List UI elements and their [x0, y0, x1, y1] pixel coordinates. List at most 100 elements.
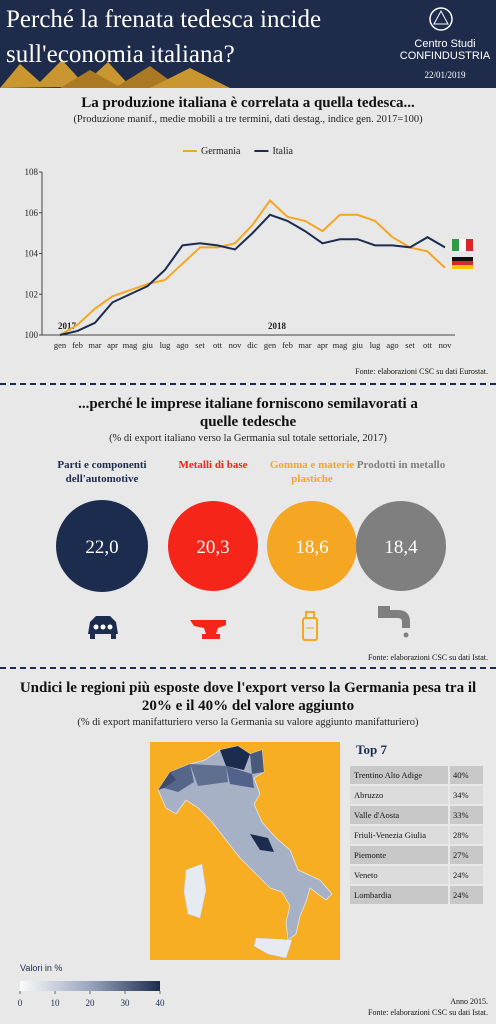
value-circle — [267, 501, 357, 591]
region-value: 28% — [453, 830, 469, 840]
colorbar-tick-label: 20 — [86, 998, 96, 1008]
map-region — [226, 766, 254, 788]
date: 22/01/2019 — [424, 70, 466, 80]
x-tick-label: nov — [229, 340, 243, 350]
region-name: Valle d'Aosta — [354, 810, 400, 820]
colorbar-tick-label: 30 — [121, 998, 131, 1008]
map-sardinia — [183, 863, 207, 919]
anvil-icon — [190, 620, 226, 639]
map-region — [158, 772, 176, 790]
x-tick-label: gen — [264, 340, 277, 350]
table-row — [350, 886, 448, 904]
header-title: Perché la frenata tedesca incide sull'ec… — [6, 6, 322, 68]
faucet-icon — [378, 606, 410, 638]
y-tick-label: 100 — [25, 330, 39, 340]
table-row — [350, 786, 448, 804]
x-tick-label: ago — [176, 340, 188, 350]
legend-label: Italia — [272, 146, 293, 157]
y-tick-label: 104 — [25, 249, 39, 259]
circles: 22,0 20,3 18,6 18,4 — [56, 500, 446, 592]
y-tick-label: 108 — [25, 167, 39, 177]
colorbar: 0 10 20 30 40 — [18, 981, 165, 1008]
x-tick-label: dic — [247, 340, 258, 350]
legend-title: Valori in % — [20, 963, 63, 973]
year-label: 2017 — [58, 321, 77, 331]
x-tick-label: apr — [107, 340, 118, 350]
map-sicily — [253, 937, 293, 959]
region-value: 27% — [453, 850, 469, 860]
x-tick-label: ago — [386, 340, 398, 350]
source: Fonte: elaborazioni CSC su dati Istat. — [368, 653, 488, 662]
table-row — [450, 786, 483, 804]
region-name: Friuli-Venezia Giulia — [354, 830, 426, 840]
exports-title: ...perché le imprese italiane forniscono… — [78, 396, 418, 430]
value-label: 18,4 — [384, 537, 418, 558]
x-tick-label: set — [195, 340, 205, 350]
region-name: Abruzzo — [354, 790, 384, 800]
source: Fonte: elaborazioni CSC su dati Eurostat… — [355, 367, 488, 376]
category-label: Gomma e materie plastiche — [269, 459, 355, 485]
map-region — [250, 750, 264, 774]
note: Anno 2015. — [450, 997, 488, 1006]
y-tick-label: 106 — [25, 208, 39, 218]
table-row — [450, 866, 483, 884]
x-tick-label: apr — [317, 340, 328, 350]
regions-subtitle: (% di export manifatturiero verso la Ger… — [77, 717, 419, 728]
exports-subtitle: (% di export italiano verso la Germania … — [109, 433, 387, 444]
x-tick-label: mar — [88, 340, 101, 350]
x-tick-label: mag — [123, 340, 138, 350]
region-name: Trentino Alto Adige — [354, 770, 423, 780]
colorbar-tick-label: 0 — [18, 998, 23, 1008]
source: Fonte: elaborazioni CSC su dati Istat. — [368, 1008, 488, 1017]
value-circle — [168, 501, 258, 591]
x-tick-label: feb — [72, 340, 83, 350]
region-value: 40% — [453, 770, 469, 780]
colorbar-gradient — [20, 981, 160, 991]
x-tick-label: ott — [423, 340, 433, 350]
x-tick-label: ott — [213, 340, 223, 350]
value-circle — [356, 501, 446, 591]
region-value: 34% — [453, 790, 469, 800]
table-row — [350, 866, 448, 884]
x-tick-label: nov — [439, 340, 453, 350]
car-icon — [88, 616, 118, 639]
table-row — [450, 826, 483, 844]
series-line — [59, 213, 446, 336]
regions-title: Undici le regioni più esposte dove l'exp… — [19, 680, 477, 714]
table-row — [450, 886, 483, 904]
region-value: 24% — [453, 870, 469, 880]
header: Perché la frenata tedesca incide sull'ec… — [0, 0, 496, 88]
region-name: Veneto — [354, 870, 378, 880]
region-name: Lombardia — [354, 890, 392, 900]
region-value: 33% — [453, 810, 469, 820]
map-region — [190, 764, 228, 786]
value-label: 22,0 — [85, 537, 118, 558]
org-line1: Centro Studi — [414, 38, 476, 50]
table-row — [450, 766, 483, 784]
x-tick-label: gen — [54, 340, 67, 350]
line-subtitle: (Produzione manif., medie mobili a tre t… — [73, 114, 423, 125]
icons — [88, 606, 410, 641]
table-row — [350, 826, 448, 844]
year-label: 2018 — [268, 321, 287, 331]
x-tick-label: mar — [298, 340, 311, 350]
separator — [0, 667, 496, 669]
value-label: 18,6 — [295, 537, 328, 558]
value-circle — [56, 500, 148, 592]
x-tick-label: set — [405, 340, 415, 350]
x-tick-label: giu — [142, 340, 154, 350]
x-tick-label: feb — [282, 340, 293, 350]
x-tick-label: lug — [370, 340, 382, 350]
org-line2: CONFINDUSTRIA — [399, 50, 491, 62]
category-label: Metalli di base — [178, 459, 248, 471]
category-label: Parti e componenti dell'automotive — [57, 459, 147, 485]
map-region — [164, 764, 194, 792]
x-tick-label: giu — [352, 340, 364, 350]
decoration — [0, 60, 230, 88]
map-region — [220, 746, 250, 770]
table-row — [350, 806, 448, 824]
flag-germany — [452, 257, 473, 269]
separator — [0, 383, 496, 385]
table-row — [450, 846, 483, 864]
